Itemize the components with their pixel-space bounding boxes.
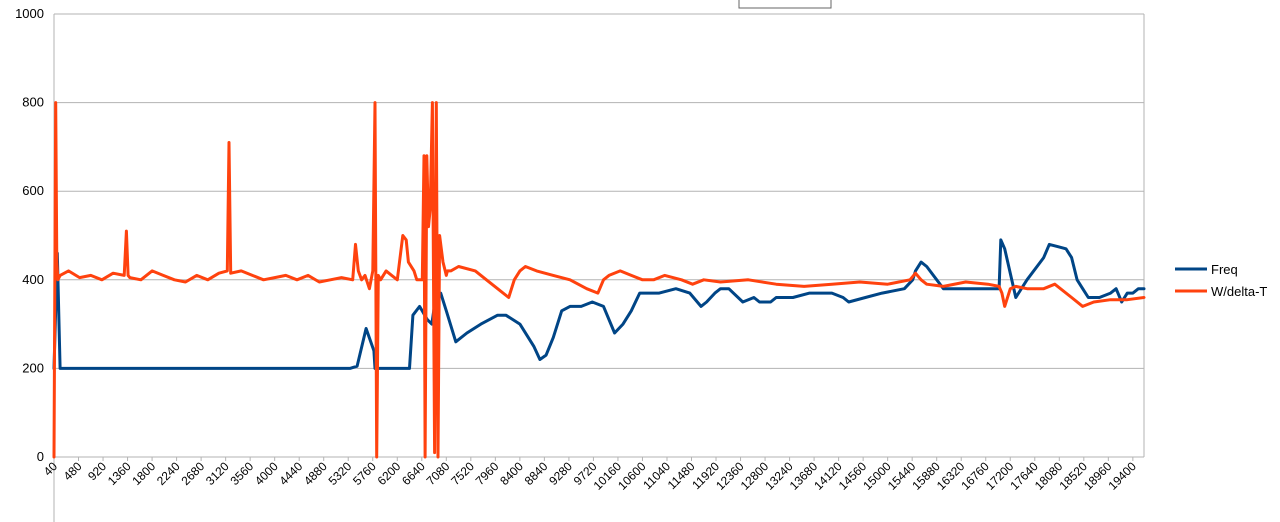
y-axis-tick-labels: 0 200 400 600 800 1000: [15, 6, 44, 464]
legend-label: Freq: [1211, 262, 1238, 277]
y-tick-label: 0: [37, 449, 44, 464]
y-tick-label: 1000: [15, 6, 44, 21]
legend: Freq W/delta-T: [1175, 262, 1267, 299]
y-tick-label: 200: [22, 360, 44, 375]
y-tick-label: 600: [22, 183, 44, 198]
cropped-frame-fragment: [738, 0, 832, 9]
y-tick-label: 400: [22, 272, 44, 287]
y-tick-label: 800: [22, 95, 44, 110]
series-line-w-delta-t: [52, 101, 1146, 459]
legend-label: W/delta-T: [1211, 284, 1267, 299]
series-group: [52, 101, 1146, 459]
